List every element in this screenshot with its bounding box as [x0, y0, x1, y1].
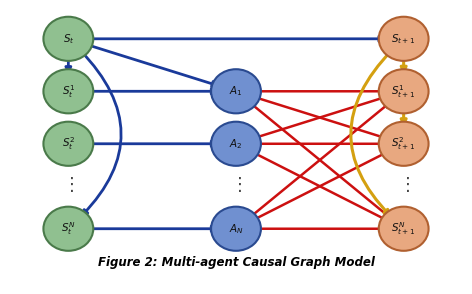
Text: $A_2$: $A_2$	[229, 137, 243, 151]
Text: Figure 2: Multi-agent Causal Graph Model: Figure 2: Multi-agent Causal Graph Model	[98, 256, 374, 269]
Ellipse shape	[379, 17, 429, 61]
FancyArrowPatch shape	[251, 89, 386, 94]
Text: $\vdots$: $\vdots$	[62, 176, 74, 195]
Text: $S_{t+1}^2$: $S_{t+1}^2$	[391, 135, 416, 152]
Ellipse shape	[211, 207, 261, 251]
Ellipse shape	[379, 207, 429, 251]
FancyArrowPatch shape	[251, 96, 387, 139]
FancyArrowPatch shape	[251, 96, 387, 139]
FancyArrowPatch shape	[351, 50, 392, 215]
FancyArrowPatch shape	[250, 151, 388, 220]
Ellipse shape	[379, 69, 429, 113]
Text: $A_N$: $A_N$	[228, 222, 244, 235]
Ellipse shape	[211, 122, 261, 166]
FancyArrowPatch shape	[85, 141, 216, 146]
FancyArrowPatch shape	[251, 141, 386, 146]
Text: $S_t^N$: $S_t^N$	[61, 220, 76, 237]
FancyArrowPatch shape	[85, 36, 384, 41]
Text: $S_t^1$: $S_t^1$	[62, 83, 75, 100]
FancyArrowPatch shape	[66, 56, 71, 71]
Ellipse shape	[379, 122, 429, 166]
Ellipse shape	[43, 69, 93, 113]
FancyArrowPatch shape	[80, 50, 121, 215]
Text: $S_{t+1}$: $S_{t+1}$	[391, 32, 416, 46]
Ellipse shape	[43, 17, 93, 61]
Text: $S_{t+1}^N$: $S_{t+1}^N$	[391, 220, 416, 237]
Text: $\vdots$: $\vdots$	[230, 176, 242, 195]
FancyArrowPatch shape	[251, 226, 386, 231]
FancyArrowPatch shape	[248, 103, 390, 219]
FancyArrowPatch shape	[401, 108, 406, 124]
Text: $A_1$: $A_1$	[229, 84, 243, 98]
Text: $S_t$: $S_t$	[62, 32, 74, 46]
FancyArrowPatch shape	[250, 152, 388, 222]
Text: $S_{t+1}^1$: $S_{t+1}^1$	[391, 83, 416, 100]
Text: $\vdots$: $\vdots$	[398, 176, 410, 195]
FancyArrowPatch shape	[248, 101, 390, 217]
Ellipse shape	[211, 69, 261, 113]
FancyArrowPatch shape	[401, 56, 406, 71]
FancyArrowPatch shape	[85, 89, 216, 94]
FancyArrowPatch shape	[85, 226, 216, 231]
Ellipse shape	[43, 207, 93, 251]
Text: $S_t^2$: $S_t^2$	[62, 135, 75, 152]
FancyArrowPatch shape	[84, 44, 217, 86]
Ellipse shape	[43, 122, 93, 166]
